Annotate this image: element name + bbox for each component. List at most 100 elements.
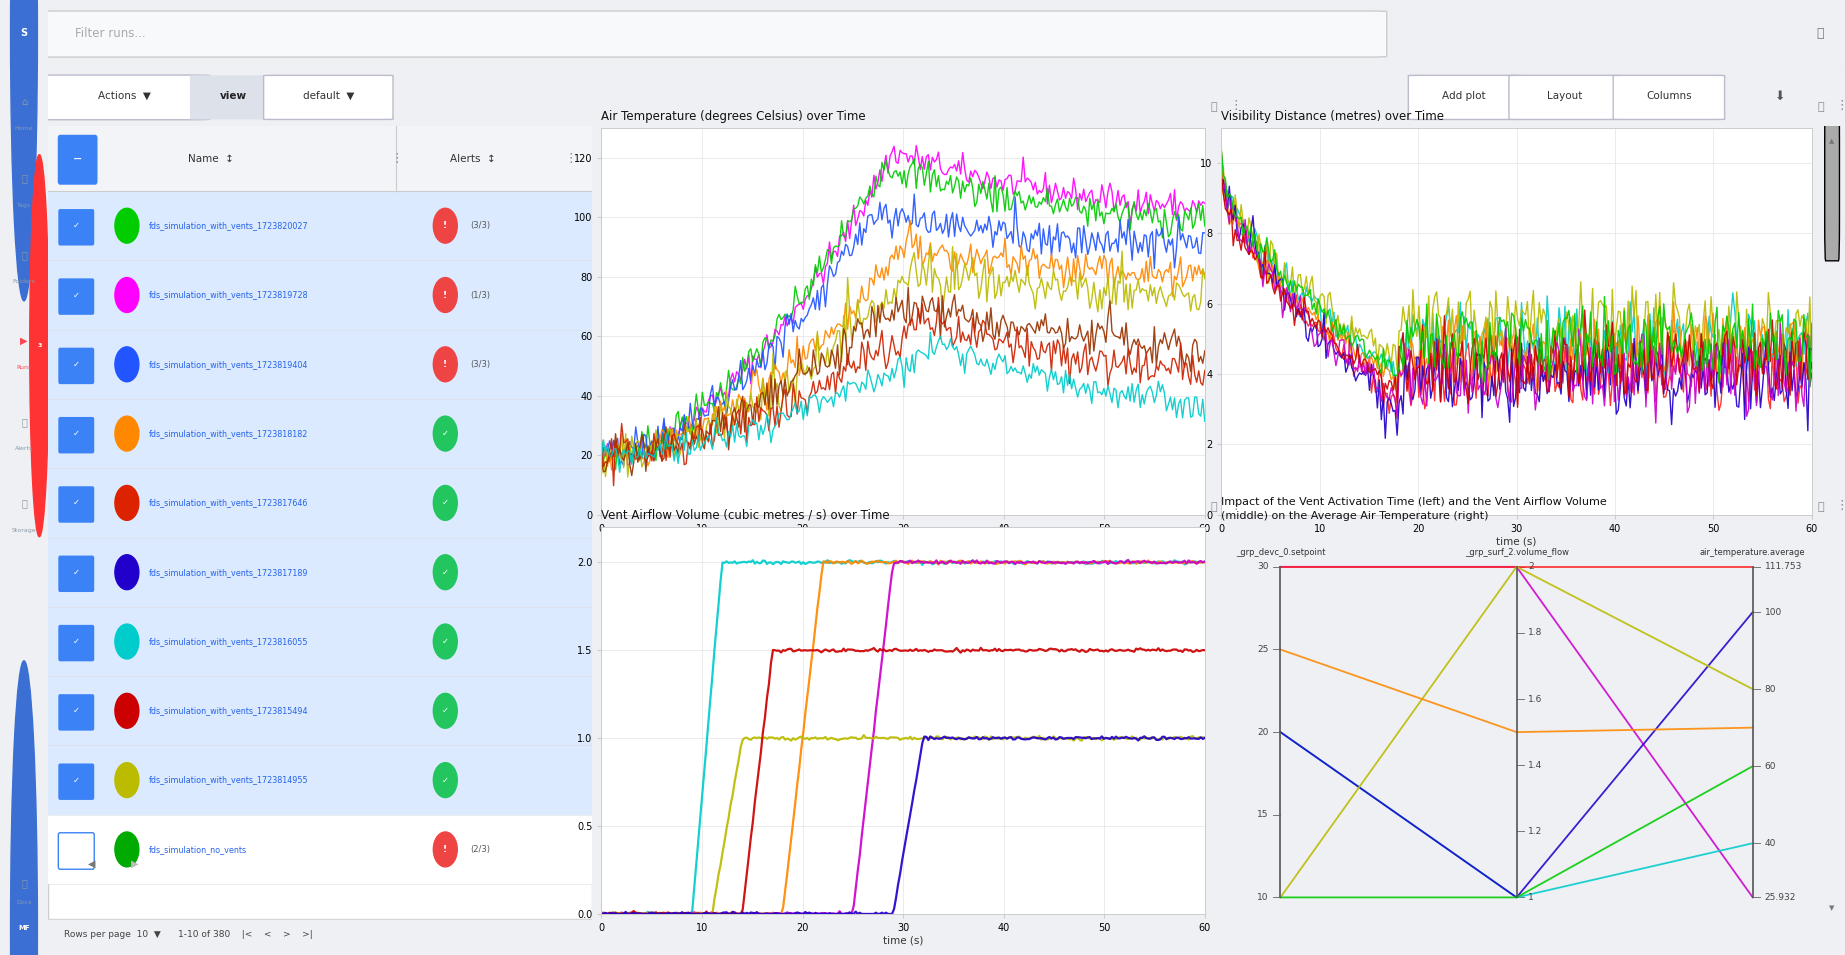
Text: ✓: ✓ [72,290,79,300]
Text: fds_simulation_no_vents: fds_simulation_no_vents [149,845,247,854]
Text: ✓: ✓ [441,499,448,507]
Text: 1.4: 1.4 [1528,761,1542,770]
Circle shape [434,278,458,312]
Text: 💾: 💾 [20,499,28,508]
FancyBboxPatch shape [59,763,94,800]
Text: 10: 10 [1256,893,1269,902]
Text: !: ! [443,845,446,854]
Text: Home: Home [15,126,33,132]
Text: 25.932: 25.932 [1764,893,1795,902]
Text: fds_simulation_with_vents_1723820027: fds_simulation_with_vents_1723820027 [149,222,308,230]
Text: fds_simulation_with_vents_1723814955: fds_simulation_with_vents_1723814955 [149,775,308,785]
Text: 60: 60 [1764,762,1777,771]
Text: 1.2: 1.2 [1528,827,1542,836]
FancyBboxPatch shape [59,348,94,384]
Text: ⋮: ⋮ [565,152,577,165]
Text: ✓: ✓ [72,222,79,230]
Text: Docs: Docs [17,900,31,905]
FancyBboxPatch shape [1509,75,1620,119]
Circle shape [11,661,37,955]
Text: 2: 2 [1528,562,1533,571]
Text: ◀: ◀ [89,859,96,868]
Text: Impact of the Vent Activation Time (left) and the Vent Airflow Volume
(middle) o: Impact of the Vent Activation Time (left… [1221,497,1607,520]
Text: ⤢: ⤢ [1817,501,1825,512]
Text: !: ! [443,290,446,300]
Text: 1: 1 [1528,893,1535,902]
Text: ▲: ▲ [1830,138,1834,144]
Text: 100: 100 [1764,607,1782,617]
Text: ✓: ✓ [72,567,79,577]
FancyBboxPatch shape [59,694,94,731]
Text: Storage: Storage [11,527,37,533]
Circle shape [114,416,138,451]
Circle shape [114,693,138,729]
Text: ⤢: ⤢ [1210,102,1218,113]
Circle shape [434,555,458,589]
Text: !: ! [443,360,446,369]
FancyBboxPatch shape [264,75,393,119]
Text: Alerts: Alerts [15,446,33,452]
Text: ✓: ✓ [441,637,448,646]
Text: 1.6: 1.6 [1528,694,1542,704]
Text: Visibility Distance (metres) over Time: Visibility Distance (metres) over Time [1221,110,1445,122]
Text: ✓: ✓ [72,775,79,785]
Text: ⤢: ⤢ [1210,501,1218,512]
FancyBboxPatch shape [48,126,592,919]
Circle shape [434,347,458,382]
Text: 30: 30 [1256,562,1269,571]
Circle shape [434,208,458,244]
X-axis label: time (s): time (s) [884,936,922,945]
Text: 111.753: 111.753 [1764,562,1803,571]
Circle shape [434,416,458,451]
Text: Tags: Tags [17,202,31,208]
FancyBboxPatch shape [59,556,94,592]
Text: ✓: ✓ [72,499,79,507]
Text: 80: 80 [1764,685,1777,693]
Bar [48,191,592,261]
Text: 3: 3 [37,343,42,349]
Circle shape [434,832,458,867]
Text: fds_simulation_with_vents_1723817646: fds_simulation_with_vents_1723817646 [149,499,308,507]
Text: ✓: ✓ [72,360,79,369]
Bar [48,538,592,606]
Text: ✓: ✓ [441,567,448,577]
Text: 🔔: 🔔 [20,417,28,427]
Text: fds_simulation_with_vents_1723819728: fds_simulation_with_vents_1723819728 [149,290,308,300]
Text: fds_simulation_with_vents_1723816055: fds_simulation_with_vents_1723816055 [149,637,308,646]
Text: 25: 25 [1256,645,1269,654]
Text: −: − [74,155,83,164]
Text: Rows per page  10  ▼      1-10 of 380    |<    <    >    >|: Rows per page 10 ▼ 1-10 of 380 |< < > >| [65,930,314,939]
Text: Actions  ▼: Actions ▼ [98,92,151,101]
Text: ✓: ✓ [441,775,448,785]
Text: fds_simulation_with_vents_1723819404: fds_simulation_with_vents_1723819404 [149,360,308,369]
Text: Layout: Layout [1546,92,1583,101]
Circle shape [114,208,138,244]
Circle shape [114,278,138,312]
Text: Name  ↕: Name ↕ [188,154,234,163]
Text: ▼: ▼ [1830,904,1834,911]
X-axis label: time (s): time (s) [1496,537,1537,546]
Bar [48,468,592,538]
Text: MF: MF [18,925,30,931]
FancyBboxPatch shape [39,75,210,119]
Text: fds_simulation_with_vents_1723817189: fds_simulation_with_vents_1723817189 [149,567,308,577]
X-axis label: time (s): time (s) [884,537,922,546]
Text: Runs: Runs [17,365,31,371]
Text: 20: 20 [1256,728,1269,736]
Bar [48,746,592,815]
Bar [48,815,592,884]
Text: ✓: ✓ [72,707,79,715]
FancyBboxPatch shape [59,486,94,522]
FancyBboxPatch shape [190,75,277,119]
Bar [48,606,592,676]
Text: ✓: ✓ [72,637,79,646]
Circle shape [114,555,138,589]
FancyBboxPatch shape [59,833,94,869]
Circle shape [114,624,138,659]
Text: 🏷: 🏷 [20,174,28,183]
Bar [48,399,592,468]
Text: 1.8: 1.8 [1528,628,1542,637]
Circle shape [434,763,458,797]
Text: ▶: ▶ [131,859,138,868]
Text: ⋮: ⋮ [1229,99,1242,113]
